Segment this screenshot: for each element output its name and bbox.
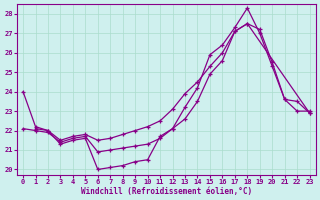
X-axis label: Windchill (Refroidissement éolien,°C): Windchill (Refroidissement éolien,°C) xyxy=(81,187,252,196)
